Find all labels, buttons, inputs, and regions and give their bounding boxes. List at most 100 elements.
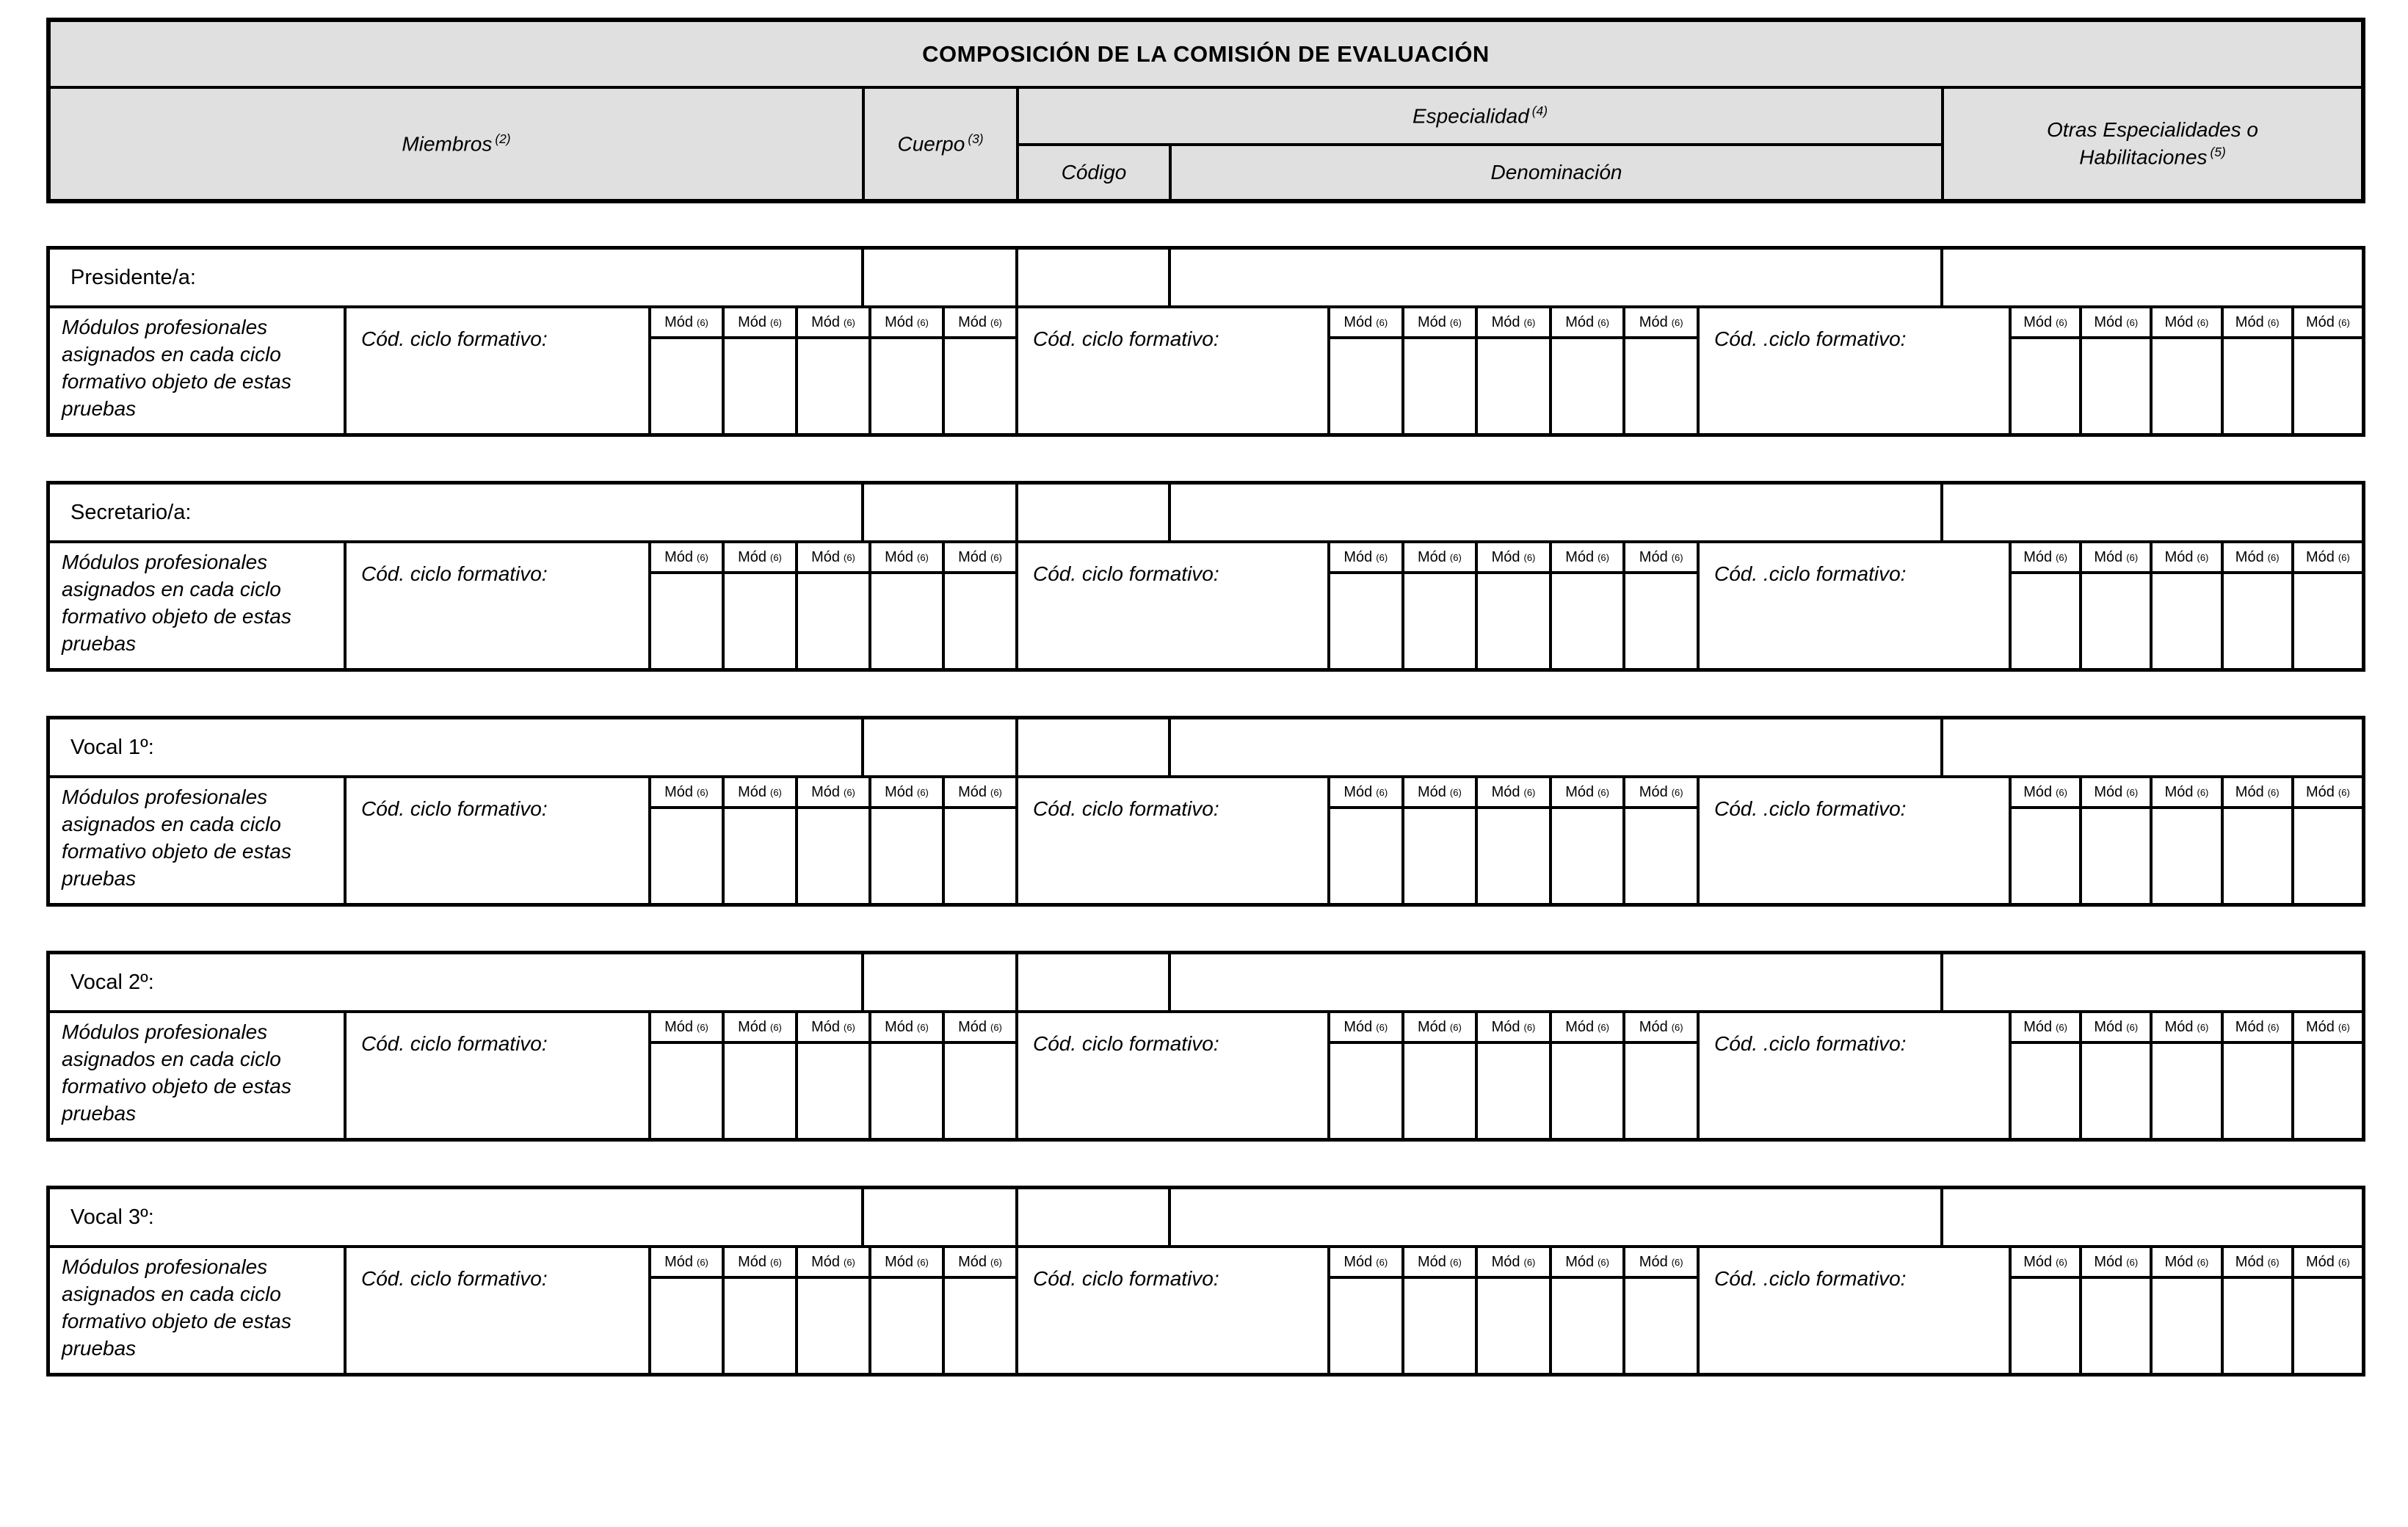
mod-input-cell[interactable] xyxy=(2153,809,2221,903)
cuerpo-input-cell[interactable] xyxy=(864,954,1015,1010)
mod-input-cell[interactable] xyxy=(1330,339,1401,433)
especialidad-denominacion-input-cell[interactable] xyxy=(1171,954,1940,1010)
mod-input-cell[interactable] xyxy=(1551,574,1623,668)
mod-input-cell[interactable] xyxy=(651,1044,722,1138)
mod-input-cell[interactable] xyxy=(945,809,1015,903)
especialidad-codigo-input-cell[interactable] xyxy=(1018,719,1168,775)
mod-input-cell[interactable] xyxy=(871,339,942,433)
mod-input-cell[interactable] xyxy=(2012,1279,2080,1373)
cuerpo-input-cell[interactable] xyxy=(864,1189,1015,1245)
mod-input-cell[interactable] xyxy=(1625,339,1697,433)
otras-especialidades-input-cell[interactable] xyxy=(1943,1189,2362,1245)
mod-input-cell[interactable] xyxy=(1404,339,1476,433)
cuerpo-input-cell[interactable] xyxy=(864,719,1015,775)
mod-input-cell[interactable] xyxy=(2293,1279,2362,1373)
mod-input-cell[interactable] xyxy=(1625,1279,1697,1373)
mod-input-cell[interactable] xyxy=(1478,1279,1549,1373)
mod-input-cell[interactable] xyxy=(2012,809,2080,903)
otras-especialidades-input-cell[interactable] xyxy=(1943,485,2362,540)
mod-input-cell[interactable] xyxy=(725,1044,795,1138)
mod-input-cell[interactable] xyxy=(798,1044,868,1138)
mod-input-cell[interactable] xyxy=(2293,809,2362,903)
mod-input-cell[interactable] xyxy=(945,574,1015,668)
especialidad-denominacion-input-cell[interactable] xyxy=(1171,485,1940,540)
mod-input-cell[interactable] xyxy=(2293,339,2362,433)
mod-input-cell[interactable] xyxy=(945,339,1015,433)
mod-input-cell[interactable] xyxy=(1330,574,1401,668)
mod-input-cell[interactable] xyxy=(871,574,942,668)
mod-input-cell[interactable] xyxy=(2082,1044,2150,1138)
mod-input-cell[interactable] xyxy=(1404,809,1476,903)
mod-input-cell[interactable] xyxy=(1625,574,1697,668)
cod-ciclo-formativo-input-1[interactable]: Cód. ciclo formativo: xyxy=(347,778,648,903)
mod-input-cell[interactable] xyxy=(798,1279,868,1373)
cod-ciclo-formativo-input-3[interactable]: Cód. .ciclo formativo: xyxy=(1700,1248,2009,1373)
mod-input-cell[interactable] xyxy=(798,339,868,433)
cod-ciclo-formativo-input-1[interactable]: Cód. ciclo formativo: xyxy=(347,1248,648,1373)
mod-input-cell[interactable] xyxy=(2223,1279,2291,1373)
mod-input-cell[interactable] xyxy=(1551,809,1623,903)
mod-input-cell[interactable] xyxy=(2012,1044,2080,1138)
mod-input-cell[interactable] xyxy=(1330,1279,1401,1373)
cod-ciclo-formativo-input-2[interactable]: Cód. ciclo formativo: xyxy=(1018,778,1327,903)
mod-input-cell[interactable] xyxy=(2082,574,2150,668)
cod-ciclo-formativo-input-3[interactable]: Cód. .ciclo formativo: xyxy=(1700,308,2009,433)
especialidad-denominacion-input-cell[interactable] xyxy=(1171,1189,1940,1245)
cod-ciclo-formativo-input-2[interactable]: Cód. ciclo formativo: xyxy=(1018,308,1327,433)
mod-input-cell[interactable] xyxy=(2293,1044,2362,1138)
mod-input-cell[interactable] xyxy=(1404,1279,1476,1373)
mod-input-cell[interactable] xyxy=(651,574,722,668)
mod-input-cell[interactable] xyxy=(1625,1044,1697,1138)
mod-input-cell[interactable] xyxy=(1478,809,1549,903)
mod-input-cell[interactable] xyxy=(2153,1279,2221,1373)
mod-input-cell[interactable] xyxy=(1330,1044,1401,1138)
mod-input-cell[interactable] xyxy=(1551,339,1623,433)
cod-ciclo-formativo-input-1[interactable]: Cód. ciclo formativo: xyxy=(347,308,648,433)
mod-input-cell[interactable] xyxy=(725,809,795,903)
especialidad-codigo-input-cell[interactable] xyxy=(1018,954,1168,1010)
mod-input-cell[interactable] xyxy=(871,1044,942,1138)
especialidad-codigo-input-cell[interactable] xyxy=(1018,485,1168,540)
mod-input-cell[interactable] xyxy=(2293,574,2362,668)
otras-especialidades-input-cell[interactable] xyxy=(1943,954,2362,1010)
mod-input-cell[interactable] xyxy=(2153,1044,2221,1138)
cuerpo-input-cell[interactable] xyxy=(864,485,1015,540)
mod-input-cell[interactable] xyxy=(725,1279,795,1373)
mod-input-cell[interactable] xyxy=(2082,339,2150,433)
mod-input-cell[interactable] xyxy=(1478,574,1549,668)
mod-input-cell[interactable] xyxy=(651,809,722,903)
mod-input-cell[interactable] xyxy=(798,574,868,668)
mod-input-cell[interactable] xyxy=(2223,574,2291,668)
mod-input-cell[interactable] xyxy=(1551,1044,1623,1138)
mod-input-cell[interactable] xyxy=(945,1279,1015,1373)
mod-input-cell[interactable] xyxy=(725,339,795,433)
mod-input-cell[interactable] xyxy=(2012,339,2080,433)
mod-input-cell[interactable] xyxy=(1330,809,1401,903)
otras-especialidades-input-cell[interactable] xyxy=(1943,719,2362,775)
mod-input-cell[interactable] xyxy=(2012,574,2080,668)
especialidad-codigo-input-cell[interactable] xyxy=(1018,1189,1168,1245)
mod-input-cell[interactable] xyxy=(945,1044,1015,1138)
cod-ciclo-formativo-input-2[interactable]: Cód. ciclo formativo: xyxy=(1018,1248,1327,1373)
cod-ciclo-formativo-input-1[interactable]: Cód. ciclo formativo: xyxy=(347,1013,648,1138)
mod-input-cell[interactable] xyxy=(2153,339,2221,433)
mod-input-cell[interactable] xyxy=(651,1279,722,1373)
mod-input-cell[interactable] xyxy=(1404,574,1476,668)
mod-input-cell[interactable] xyxy=(2223,339,2291,433)
especialidad-denominacion-input-cell[interactable] xyxy=(1171,250,1940,305)
otras-especialidades-input-cell[interactable] xyxy=(1943,250,2362,305)
cuerpo-input-cell[interactable] xyxy=(864,250,1015,305)
mod-input-cell[interactable] xyxy=(1551,1279,1623,1373)
mod-input-cell[interactable] xyxy=(651,339,722,433)
cod-ciclo-formativo-input-3[interactable]: Cód. .ciclo formativo: xyxy=(1700,778,2009,903)
mod-input-cell[interactable] xyxy=(725,574,795,668)
cod-ciclo-formativo-input-3[interactable]: Cód. .ciclo formativo: xyxy=(1700,543,2009,668)
mod-input-cell[interactable] xyxy=(1478,1044,1549,1138)
mod-input-cell[interactable] xyxy=(2082,809,2150,903)
mod-input-cell[interactable] xyxy=(2223,809,2291,903)
mod-input-cell[interactable] xyxy=(1404,1044,1476,1138)
mod-input-cell[interactable] xyxy=(871,809,942,903)
mod-input-cell[interactable] xyxy=(871,1279,942,1373)
cod-ciclo-formativo-input-3[interactable]: Cód. .ciclo formativo: xyxy=(1700,1013,2009,1138)
mod-input-cell[interactable] xyxy=(2082,1279,2150,1373)
